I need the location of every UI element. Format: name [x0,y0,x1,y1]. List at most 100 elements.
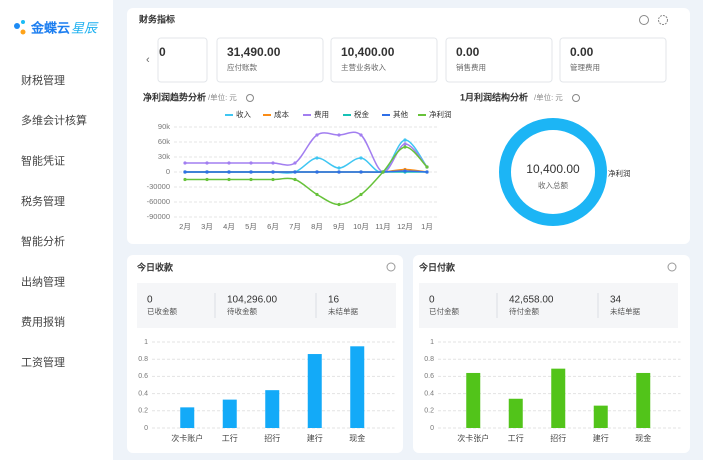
stats-box [137,283,396,328]
point [359,133,363,137]
bar [180,407,195,428]
help-icon[interactable] [572,94,580,102]
x-tick-label: 10月 [353,222,369,231]
stat-value: 0 [147,295,153,306]
y-tick-label: 1 [430,339,434,346]
y-tick-label: 30k [158,152,170,161]
point [381,170,385,174]
point [205,161,209,165]
x-tick-label: 建行 [593,433,609,443]
logo-dot [20,29,26,35]
refresh-icon[interactable] [667,262,677,272]
y-tick-label: -90000 [147,212,170,221]
stat-label: 未结单据 [328,306,358,316]
x-tick-label: 7月 [289,222,301,231]
menu-item[interactable]: 智能凭证 [21,154,65,168]
y-tick-label: -30000 [147,182,170,191]
refresh-icon[interactable] [386,262,396,272]
point [403,145,407,149]
y-tick-label: 0.4 [138,390,148,397]
point [403,138,407,142]
x-tick-label: 9月 [333,222,345,231]
point [315,156,319,160]
menu-item[interactable]: 多维会计核算 [21,113,87,127]
y-tick-label: 0 [430,425,434,432]
menu-item[interactable]: 出纳管理 [21,274,65,288]
x-tick-label: 6月 [267,222,279,231]
x-tick-label: 现金 [349,433,365,443]
logo-dot [21,20,25,24]
point [425,170,429,174]
kpi-box [216,37,324,83]
stat-label: 待收金额 [227,306,257,316]
x-tick-label: 次卡张户 [457,433,489,443]
point [227,161,231,165]
prev-arrow[interactable]: ‹ [146,54,150,66]
point [337,170,341,174]
menu-item[interactable]: 税务管理 [21,194,65,208]
series-line [184,170,428,173]
kpi-value: 0.00 [570,45,594,59]
stat-value: 0 [429,295,435,306]
kpi-label: 管理费用 [570,62,600,72]
menu-item[interactable]: 财税管理 [21,73,65,87]
point [337,202,341,207]
y-tick-label: 0.8 [424,356,434,363]
point [205,177,209,182]
bar [636,372,651,428]
point [293,177,297,182]
kpi-value: 0 [159,45,166,59]
point [293,161,297,165]
menu-item[interactable]: 工资管理 [21,355,65,369]
y-tick-label: 0.6 [138,373,148,380]
y-tick-label: 1 [144,339,148,346]
y-tick-label: 90k [158,122,170,131]
card-title: 今日收款 [136,261,174,272]
y-tick-label: 0 [166,167,170,176]
x-tick-label: 次卡账户 [171,433,203,443]
y-tick-label: 0.6 [424,373,434,380]
point [315,133,319,137]
legend-label: 成本 [274,109,289,119]
legend-label: 其他 [393,109,408,119]
stat-label: 已收金额 [147,306,177,316]
point [337,166,341,170]
chart-unit: /单位: 元 [208,92,237,102]
point [249,161,253,165]
bar [350,346,365,428]
point [227,177,231,182]
stat-label: 已付金额 [429,306,459,316]
kpi-box [330,37,438,83]
point [249,177,253,182]
settings-icon[interactable] [658,15,668,25]
point [425,165,429,169]
menu-item[interactable]: 费用报销 [21,315,65,329]
menu-item[interactable]: 智能分析 [21,234,65,248]
x-tick-label: 11月 [375,222,390,231]
legend-label: 费用 [314,109,329,119]
x-tick-label: 12月 [397,222,413,231]
point [293,170,297,174]
point [271,177,275,182]
logo-sub: 星辰 [71,20,99,35]
x-tick-label: 8月 [311,222,323,231]
x-tick-label: 现金 [635,433,651,443]
stat-value: 34 [610,295,622,306]
chart-title: 净利润趋势分析 [143,91,206,102]
y-tick-label: 0.2 [138,408,148,415]
point [359,170,363,174]
y-tick-label: 0.2 [424,408,434,415]
stat-value: 42,658.00 [509,295,554,306]
y-tick-label: 0.4 [424,390,434,397]
point [359,192,363,197]
bar [307,354,322,428]
point [249,170,253,174]
point [337,133,341,137]
x-tick-label: 工行 [222,433,238,443]
center-label: 收入总额 [538,180,568,190]
refresh-icon[interactable] [639,15,649,25]
help-icon[interactable] [246,94,254,102]
y-tick-label: 0 [144,425,148,432]
x-tick-label: 招行 [550,433,566,443]
